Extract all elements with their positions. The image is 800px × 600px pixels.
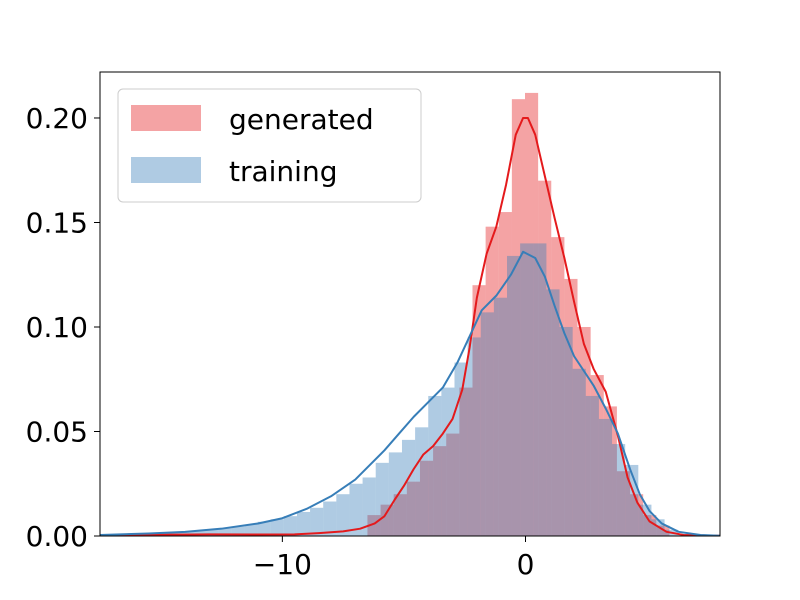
bar-training-25 [428,395,442,536]
bar-generated-21 [643,515,657,536]
bar-training-39 [612,444,626,536]
bar-training-19 [349,483,363,536]
bar-training-36 [572,368,586,536]
legend-swatch-training [131,157,201,183]
bar-training-23 [401,439,416,536]
kde-line-training [100,250,720,536]
bar-training-31 [507,255,521,536]
bar-training-29 [480,312,494,536]
plot-frame [99,71,721,537]
kde-curves [100,116,720,536]
bar-training-27 [454,362,468,536]
y-axis: 0.00 0.05 0.10 0.15 0.20 [26,102,100,553]
y-tick-label: 0.15 [26,206,88,239]
bar-generated-1 [380,504,394,536]
bar-generated-6 [446,433,460,536]
bar-training-8 [205,529,219,536]
y-tick-label: 0.20 [26,102,88,135]
bar-training-38 [598,418,613,536]
legend-label-generated: generated [229,103,374,136]
bar-training-13 [270,519,284,536]
bar-generated-11 [511,99,525,536]
bar-generated-22 [656,525,670,536]
bar-training-34 [546,289,560,536]
bar-training-22 [388,452,402,536]
bar-training-9 [218,528,232,536]
bar-training-12 [257,521,271,536]
bar-training-18 [336,494,350,536]
legend-label-training: training [229,155,337,188]
bar-training-15 [296,511,311,536]
histogram-bars [100,92,691,536]
x-axis: −10 0 [253,536,535,581]
bar-training-32 [520,243,534,536]
bar-generated-16 [577,326,591,536]
bar-generated-2 [393,494,407,536]
bar-training-10 [231,526,245,536]
bar-generated-19 [616,471,631,536]
bar-generated-4 [419,460,434,536]
bar-training-28 [467,337,481,536]
bar-generated-12 [525,92,539,536]
x-tick-label: 0 [517,548,535,581]
bar-training-14 [283,516,297,536]
bar-generated-18 [603,406,617,536]
bar-generated-14 [551,237,565,536]
bar-training-24 [415,427,429,536]
bar-generated-8 [472,285,486,536]
bar-training-16 [310,507,324,536]
legend-swatch-generated [131,105,201,131]
bar-training-37 [585,395,599,536]
bar-generated-3 [406,481,420,536]
bar-generated-7 [459,387,473,536]
bar-training-20 [362,477,376,536]
bar-training-11 [244,524,258,536]
bar-generated-5 [433,446,447,536]
y-tick-label: 0.05 [26,415,88,448]
bar-generated-17 [590,375,604,536]
bar-training-26 [441,387,455,536]
x-tick-label: −10 [253,548,312,581]
bar-training-17 [323,501,337,536]
kde-line-generated [100,116,720,536]
bar-training-30 [493,297,508,536]
y-tick-label: 0.10 [26,311,88,344]
bar-generated-10 [498,212,512,536]
legend: generated training [117,88,422,203]
bar-generated-20 [630,494,644,536]
y-tick-label: 0.00 [26,520,88,553]
bar-training-7 [191,530,206,536]
bar-training-41 [638,504,652,536]
bar-training-21 [375,462,389,536]
bar-training-33 [533,243,547,536]
bar-training-35 [559,326,573,536]
